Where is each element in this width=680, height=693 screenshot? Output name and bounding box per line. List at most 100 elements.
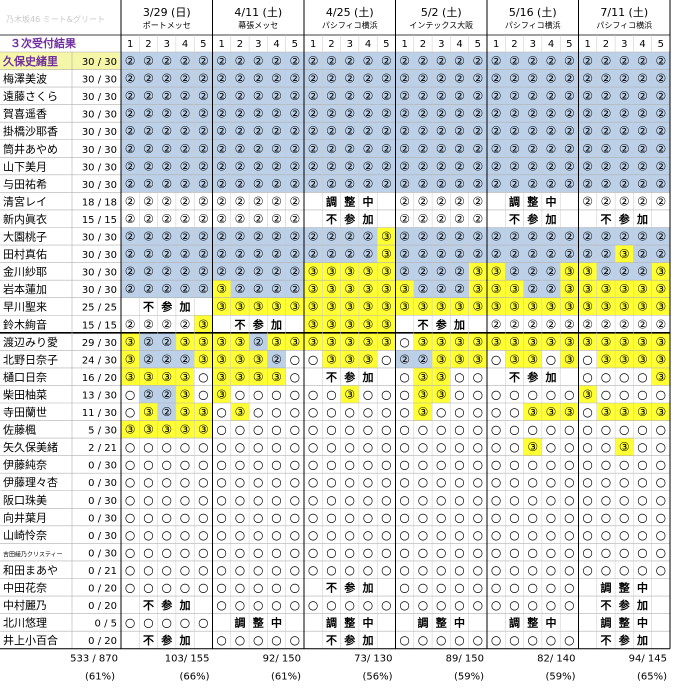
mark-open: ○ bbox=[308, 563, 318, 577]
mark-3: ③ bbox=[216, 370, 227, 384]
mark-2: ② bbox=[399, 124, 410, 138]
cell-bg bbox=[377, 139, 396, 158]
mark-2: ② bbox=[619, 159, 630, 173]
cell-bg bbox=[139, 87, 158, 105]
mark-3: ③ bbox=[619, 282, 630, 296]
mark-2: ② bbox=[253, 212, 264, 226]
cell-bg bbox=[285, 157, 304, 175]
cell-bg bbox=[505, 139, 524, 158]
mark-open: ○ bbox=[509, 475, 519, 489]
mark-open: ○ bbox=[235, 458, 245, 472]
cell-bg bbox=[304, 69, 323, 88]
mark-3: ③ bbox=[326, 317, 337, 331]
cell-bg bbox=[432, 122, 451, 140]
mark-open: ○ bbox=[143, 563, 153, 577]
mark-open: ○ bbox=[271, 545, 281, 559]
member-score: 24 / 30 bbox=[82, 355, 117, 366]
cell-bg bbox=[175, 385, 195, 403]
mark-open: ○ bbox=[290, 387, 300, 401]
cell-bg bbox=[633, 174, 652, 193]
mark-2: ② bbox=[436, 89, 447, 103]
status-char: 調 bbox=[326, 194, 337, 208]
status-char: 参 bbox=[253, 317, 265, 331]
cell-bg bbox=[139, 69, 158, 88]
mark-2: ② bbox=[454, 142, 465, 156]
status-char: 不 bbox=[326, 213, 337, 226]
mark-2: ② bbox=[509, 177, 520, 191]
mark-2: ② bbox=[454, 107, 465, 121]
mark-2: ② bbox=[344, 89, 355, 103]
mark-2: ② bbox=[180, 124, 191, 138]
mark-3: ③ bbox=[381, 230, 392, 244]
member-score: 30 / 30 bbox=[82, 250, 117, 261]
mark-open: ○ bbox=[473, 633, 483, 647]
mark-3: ③ bbox=[308, 282, 319, 296]
mark-3: ③ bbox=[253, 352, 264, 366]
cell-bg bbox=[413, 280, 433, 298]
mark-open: ○ bbox=[180, 475, 190, 489]
mark-2: ② bbox=[582, 177, 593, 191]
cell-bg bbox=[212, 52, 231, 70]
cell-bg bbox=[267, 104, 286, 123]
mark-open: ○ bbox=[290, 458, 300, 472]
cell-bg bbox=[578, 52, 597, 70]
mark-open: ○ bbox=[345, 493, 355, 507]
cell-bg bbox=[230, 227, 250, 246]
mark-2: ② bbox=[143, 54, 154, 68]
mark-open: ○ bbox=[326, 475, 336, 489]
mark-2: ② bbox=[399, 159, 410, 173]
mark-open: ○ bbox=[399, 423, 409, 437]
mark-2: ② bbox=[253, 247, 264, 261]
mark-open: ○ bbox=[473, 510, 483, 524]
mark-open: ○ bbox=[308, 423, 318, 437]
mark-2: ② bbox=[344, 159, 355, 173]
mark-open: ○ bbox=[473, 423, 483, 437]
cell-bg bbox=[615, 245, 634, 263]
mark-open: ○ bbox=[162, 581, 172, 595]
mark-2: ② bbox=[601, 230, 612, 244]
mark-3: ③ bbox=[582, 335, 593, 349]
mark-open: ○ bbox=[454, 528, 464, 542]
mark-open: ○ bbox=[381, 528, 391, 542]
mark-open: ○ bbox=[582, 458, 592, 472]
cell-bg bbox=[230, 174, 250, 193]
mark-open: ○ bbox=[363, 528, 373, 542]
cell-bg bbox=[175, 139, 195, 158]
cell-bg bbox=[230, 350, 250, 368]
mark-3: ③ bbox=[509, 335, 520, 349]
mark-open: ○ bbox=[271, 440, 281, 454]
mark-open: ○ bbox=[436, 423, 446, 437]
cell-bg bbox=[121, 122, 140, 140]
mark-2: ② bbox=[472, 124, 483, 138]
status-char: 加 bbox=[362, 581, 374, 595]
mark-2: ② bbox=[509, 72, 520, 86]
mark-2: ② bbox=[271, 230, 282, 244]
status-char: 中 bbox=[637, 581, 648, 595]
mark-3: ③ bbox=[308, 265, 319, 279]
cell-bg bbox=[596, 87, 616, 105]
mark-3: ③ bbox=[198, 335, 209, 349]
cell-bg bbox=[249, 174, 268, 193]
mark-open: ○ bbox=[253, 387, 263, 401]
mark-open: ○ bbox=[290, 440, 300, 454]
cell-bg bbox=[596, 52, 616, 70]
mark-2: ② bbox=[527, 177, 538, 191]
mark-open: ○ bbox=[308, 598, 318, 612]
mark-open: ○ bbox=[326, 440, 336, 454]
mark-open: ○ bbox=[656, 545, 666, 559]
mark-open: ○ bbox=[180, 528, 190, 542]
status-char: 不 bbox=[326, 582, 337, 595]
mark-2: ② bbox=[180, 107, 191, 121]
cell-bg bbox=[468, 69, 487, 88]
mark-3: ③ bbox=[344, 300, 355, 314]
mark-3: ③ bbox=[418, 405, 429, 419]
mark-open: ○ bbox=[180, 616, 190, 630]
member-name: 山下美月 bbox=[3, 160, 47, 173]
mark-open: ○ bbox=[363, 387, 373, 401]
cell-bg bbox=[432, 367, 451, 386]
mark-2: ② bbox=[289, 265, 300, 279]
mark-open: ○ bbox=[216, 458, 226, 472]
mark-2: ② bbox=[271, 72, 282, 86]
cell-bg bbox=[377, 87, 396, 105]
mark-2: ② bbox=[527, 159, 538, 173]
